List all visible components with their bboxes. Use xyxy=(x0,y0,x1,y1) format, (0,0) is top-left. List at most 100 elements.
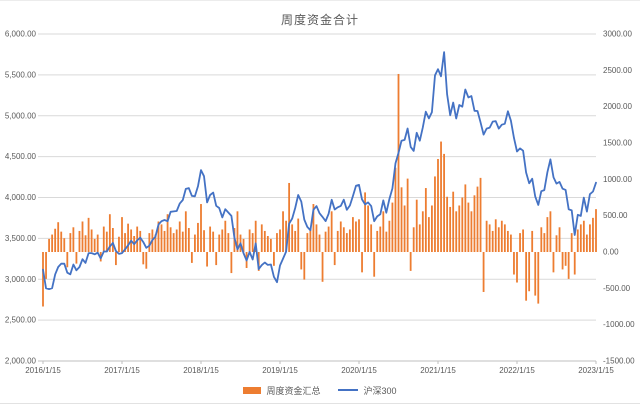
bar xyxy=(513,252,515,275)
bar xyxy=(227,233,230,252)
bar xyxy=(282,211,284,252)
bar xyxy=(406,178,409,252)
bar xyxy=(595,209,597,252)
bar xyxy=(200,204,202,252)
bar xyxy=(564,252,567,266)
x-axis-tick-label: 2019/1/15 xyxy=(262,366,298,375)
right-axis-tick-label: -500.00 xyxy=(603,284,631,293)
bar xyxy=(121,217,123,252)
left-axis-tick-label: 4,000.00 xyxy=(5,193,37,202)
flow-bars-series xyxy=(42,73,597,307)
x-axis-tick-label: 2018/1/15 xyxy=(183,366,219,375)
bar xyxy=(157,221,160,252)
bar xyxy=(142,252,145,265)
bar xyxy=(510,234,512,252)
bar xyxy=(51,234,54,252)
bar xyxy=(57,222,60,252)
legend-label-csi300: 沪深300 xyxy=(363,385,397,396)
bar xyxy=(221,229,224,252)
bar xyxy=(263,230,266,252)
bar xyxy=(525,252,528,301)
right-axis-tick-label: 1000.00 xyxy=(603,175,632,184)
bar xyxy=(549,211,552,252)
bar xyxy=(251,233,254,252)
bar xyxy=(224,220,227,252)
bar xyxy=(93,238,96,252)
bar xyxy=(570,233,573,252)
bar xyxy=(437,158,439,252)
bar xyxy=(582,220,585,252)
bar xyxy=(330,211,333,252)
bar xyxy=(534,252,537,296)
bar xyxy=(169,227,172,252)
bar xyxy=(537,252,540,304)
bar xyxy=(175,229,178,252)
bar xyxy=(488,224,491,252)
left-axis-tick-label: 5,000.00 xyxy=(5,111,37,120)
bar xyxy=(415,199,418,252)
bar xyxy=(333,252,336,266)
bar xyxy=(440,141,442,252)
bar xyxy=(558,227,561,252)
bar xyxy=(160,224,163,252)
bar xyxy=(324,231,327,252)
right-axis-tick-label: -1500.00 xyxy=(603,357,635,366)
bar xyxy=(519,233,521,252)
right-axis-tick-label: 2500.00 xyxy=(603,66,632,75)
bar xyxy=(421,211,424,252)
bar xyxy=(561,252,564,270)
bar xyxy=(303,252,306,280)
bar xyxy=(203,230,205,252)
csi300-line-series xyxy=(42,51,597,291)
bar xyxy=(370,224,373,252)
bar xyxy=(72,227,75,252)
x-axis-tick-label: 2016/1/15 xyxy=(25,366,61,375)
bar xyxy=(312,204,315,252)
bar xyxy=(455,211,458,252)
bar xyxy=(364,192,366,252)
bar xyxy=(485,220,488,252)
bar xyxy=(309,228,312,252)
right-axis-tick-label: 2000.00 xyxy=(603,102,632,111)
bar xyxy=(397,73,400,252)
bar xyxy=(260,224,263,252)
bar xyxy=(124,233,126,252)
bar xyxy=(279,229,281,252)
bar xyxy=(206,252,208,267)
legend-label-weekly-funds: 周度资金汇总 xyxy=(266,385,321,396)
bar xyxy=(84,235,87,252)
bar-series-swatch-icon xyxy=(243,386,262,394)
bar xyxy=(434,176,436,252)
bar xyxy=(269,238,272,252)
bar xyxy=(573,252,576,275)
bar xyxy=(373,252,376,277)
bar xyxy=(400,187,403,252)
bar xyxy=(300,252,303,270)
bar xyxy=(294,230,297,252)
bar xyxy=(66,252,69,268)
bar xyxy=(315,224,318,252)
left-axis-tick-label: 3,500.00 xyxy=(5,234,37,243)
bar xyxy=(476,186,479,252)
bar xyxy=(376,230,379,252)
bar xyxy=(555,235,558,252)
bar xyxy=(69,233,72,252)
bar xyxy=(391,202,394,252)
bar xyxy=(105,231,108,252)
bar xyxy=(452,191,455,252)
bar xyxy=(288,182,291,252)
bar xyxy=(427,217,430,252)
bar xyxy=(382,211,385,252)
x-axis-tick-label: 2023/1/15 xyxy=(578,366,614,375)
x-axis-tick-label: 2022/1/15 xyxy=(499,366,535,375)
x-axis-tick-label: 2017/1/15 xyxy=(104,366,140,375)
bar xyxy=(111,228,114,252)
bar xyxy=(190,252,193,263)
left-axis-tick-label: 5,500.00 xyxy=(5,70,37,79)
bar xyxy=(145,252,148,269)
bar xyxy=(321,252,324,282)
bar xyxy=(139,230,142,252)
chart-title: 周度资金合计 xyxy=(280,13,359,27)
